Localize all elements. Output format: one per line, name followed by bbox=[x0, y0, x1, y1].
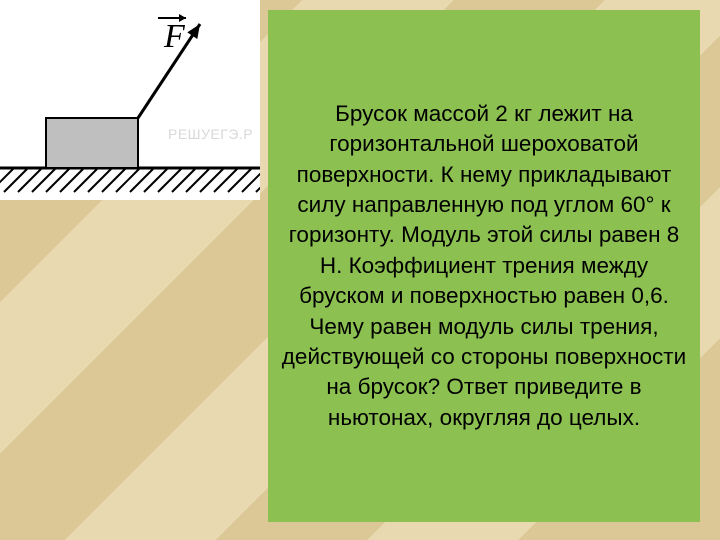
physics-diagram: РЕШУЕГЭ.Р F bbox=[0, 0, 260, 200]
force-label: F bbox=[164, 18, 185, 56]
slide: РЕШУЕГЭ.Р F Брусок массой 2 кг лежит на … bbox=[0, 0, 720, 540]
diagram-svg bbox=[0, 0, 260, 200]
watermark-text: РЕШУЕГЭ.Р bbox=[168, 126, 253, 142]
problem-text: Брусок массой 2 кг лежит на горизонтальн… bbox=[276, 99, 692, 433]
problem-panel: Брусок массой 2 кг лежит на горизонтальн… bbox=[268, 10, 700, 522]
